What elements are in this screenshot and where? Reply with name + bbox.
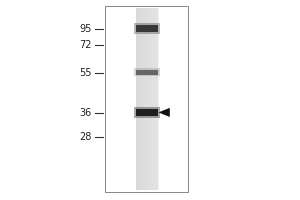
Polygon shape xyxy=(158,108,170,117)
Text: 72: 72 xyxy=(79,40,92,50)
Bar xyxy=(136,25,158,32)
Bar xyxy=(136,70,158,75)
Bar xyxy=(134,107,160,118)
Bar xyxy=(136,109,158,116)
Text: 95: 95 xyxy=(79,24,92,34)
Bar xyxy=(134,68,160,76)
Bar xyxy=(134,23,160,34)
Bar xyxy=(134,23,160,34)
Text: 55: 55 xyxy=(79,68,92,78)
Bar xyxy=(134,107,160,118)
Bar xyxy=(134,68,160,76)
Bar xyxy=(136,8,158,190)
Text: 28: 28 xyxy=(79,132,92,142)
Bar xyxy=(105,6,188,192)
Text: 36: 36 xyxy=(79,108,92,118)
